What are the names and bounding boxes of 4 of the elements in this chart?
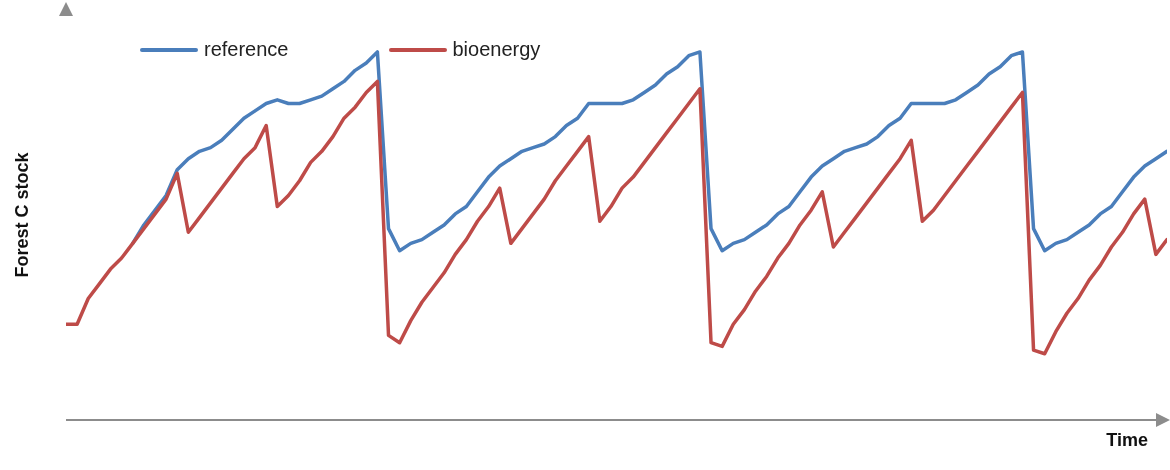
legend-label: bioenergy (452, 38, 541, 61)
x-axis-title: Time (1106, 430, 1148, 451)
legend-label: reference (204, 38, 289, 61)
y-axis-title: Forest C stock (11, 152, 33, 278)
